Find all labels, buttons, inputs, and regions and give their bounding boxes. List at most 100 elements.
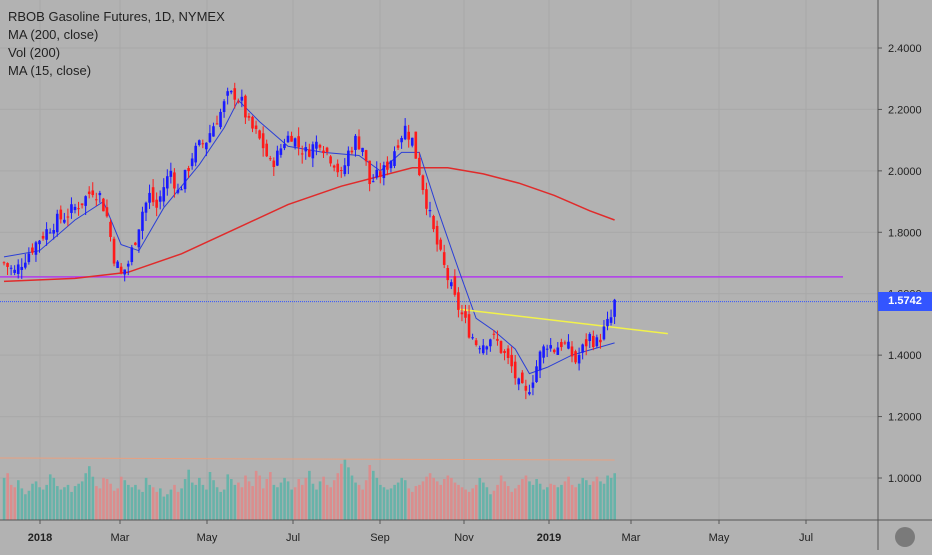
volume-bar (492, 490, 496, 520)
candle-body (354, 135, 357, 150)
candle-body (574, 351, 577, 363)
volume-bar (485, 487, 489, 520)
candle-body (474, 340, 478, 346)
volume-bar (332, 480, 336, 520)
candle-body (190, 158, 194, 167)
candle-body (183, 169, 187, 190)
candle-body (276, 150, 279, 166)
candle-body (375, 169, 379, 178)
candle-body (311, 144, 315, 159)
chart-settings-button[interactable] (895, 527, 915, 547)
volume-bar (450, 477, 453, 520)
candle-body (2, 262, 6, 264)
candle-body (606, 318, 609, 327)
candle-body (577, 354, 581, 364)
volume-bar (478, 477, 482, 520)
volume-bar (315, 489, 318, 520)
candle-body (16, 264, 20, 274)
volume-bar (269, 472, 272, 520)
legend-ma15[interactable]: MA (15, close) (8, 63, 92, 78)
candle-body (308, 149, 311, 157)
volume-bar (350, 475, 354, 520)
volume-bar (91, 476, 95, 520)
volume-bar (230, 479, 233, 520)
candle-body (123, 269, 126, 275)
candle-body (27, 253, 31, 263)
volume-bar (393, 484, 396, 520)
volume-bar (31, 483, 34, 520)
candle-body (201, 143, 205, 145)
volume-bar (528, 481, 531, 520)
candle-body (197, 140, 201, 145)
candle-body (517, 378, 521, 385)
candle-body (609, 317, 613, 323)
volume-bar (595, 476, 599, 520)
candle-body (560, 342, 563, 348)
candle-body (265, 143, 268, 157)
candle-body (151, 187, 155, 203)
candle-body (329, 156, 332, 164)
candle-body (166, 176, 169, 189)
volume-bar (148, 484, 151, 520)
volume-bar (95, 486, 98, 520)
volume-bar (567, 476, 570, 520)
volume-bar (237, 482, 240, 520)
volume-bar (432, 477, 435, 520)
volume-bar (169, 489, 173, 520)
volume-bar (52, 477, 56, 520)
volume-bar (400, 477, 403, 520)
volume-bar (119, 476, 123, 520)
candle-body (24, 262, 27, 268)
candle-body (41, 235, 45, 239)
volume-bar (322, 476, 325, 520)
volume-bar (194, 484, 198, 520)
volume-bar (293, 487, 297, 520)
candle-body (63, 219, 66, 223)
price-tick-label: 2.2000 (888, 104, 922, 116)
volume-bar (173, 484, 176, 520)
volume-bar (439, 484, 443, 520)
legend-ma200[interactable]: MA (200, close) (8, 27, 99, 42)
volume-bar (41, 489, 45, 520)
volume-bar (183, 479, 187, 520)
candle-body (208, 133, 212, 143)
volume-bar (127, 484, 130, 520)
candle-body (552, 349, 556, 353)
legend-vol[interactable]: Vol (200) (8, 45, 61, 60)
volume-bar (396, 482, 400, 520)
volume-bar (123, 480, 127, 520)
volume-bar (556, 487, 560, 520)
volume-bar (45, 484, 48, 520)
candle-body (148, 192, 151, 203)
candle-body (542, 346, 545, 358)
volume-bar (343, 459, 347, 520)
volume-bar (286, 481, 290, 520)
volume-bar (414, 486, 418, 520)
candle-body (222, 101, 226, 113)
volume-bar (403, 480, 407, 520)
candle-body (556, 347, 560, 355)
volume-bar (272, 484, 276, 520)
volume-bar (425, 476, 428, 520)
ma15-line (3, 99, 615, 375)
candle-body (513, 361, 517, 379)
candle-body (492, 333, 496, 335)
volume-bar (581, 477, 585, 520)
candle-body (421, 175, 425, 190)
candle-body (9, 267, 13, 269)
time-tick-label: May (197, 532, 218, 544)
volume-bar (166, 494, 169, 520)
volume-bar (134, 484, 137, 520)
candle-body (290, 135, 293, 142)
volume-bar (354, 482, 357, 520)
volume-bar (301, 484, 304, 520)
candle-body (141, 211, 144, 231)
candle-body (442, 252, 446, 265)
volume-bars (0, 457, 616, 520)
candle-body (304, 147, 308, 152)
legend-title[interactable]: RBOB Gasoline Futures, 1D, NYMEX (8, 9, 225, 24)
candle-body (112, 238, 116, 264)
candle-body (510, 354, 513, 367)
